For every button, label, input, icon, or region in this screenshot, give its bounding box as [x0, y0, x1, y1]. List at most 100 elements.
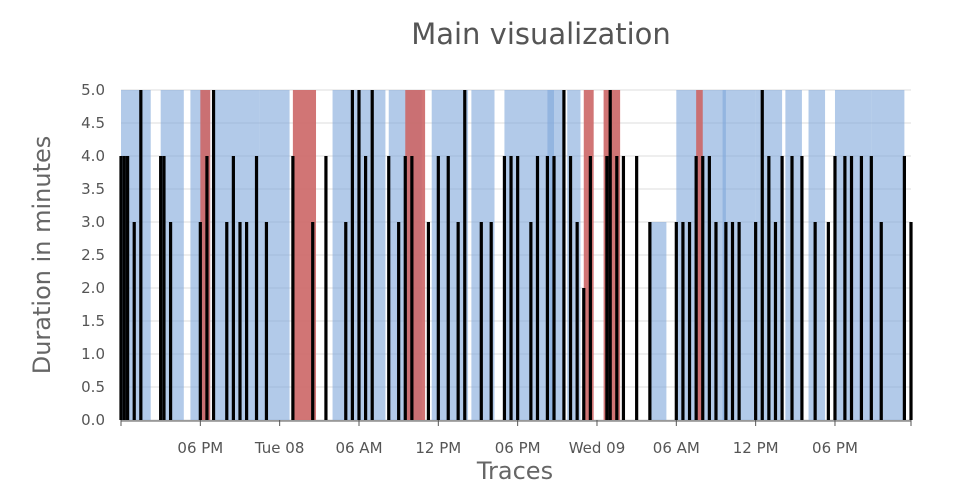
y-axis: 0.0 0.5 1.0 1.5 2.0 2.5 3.0 3.5 4.0 4.5 5.0 — [81, 81, 105, 429]
bar-blue — [121, 90, 151, 420]
bar-blue — [259, 90, 290, 420]
bar-black — [350, 90, 354, 420]
x-tick-label: 06 PM — [177, 439, 223, 457]
bar-black — [605, 156, 609, 420]
bar-black — [869, 156, 873, 420]
bar-black — [168, 222, 173, 420]
y-tick-label: 1.0 — [81, 345, 105, 363]
bar-black — [225, 222, 229, 420]
bar-black — [545, 156, 550, 420]
bar-black — [357, 90, 361, 420]
plot-area — [119, 89, 913, 421]
bar-black — [674, 222, 678, 420]
bar-black — [456, 222, 460, 420]
y-tick-label: 5.0 — [81, 81, 105, 99]
bar-black — [879, 222, 883, 420]
bar-black — [575, 222, 579, 420]
x-tick-label: 06 AM — [335, 439, 382, 457]
bar-black — [291, 156, 295, 420]
x-axis: 06 PM Tue 08 06 AM 12 PM 06 PM Wed 09 06 AM 12 … — [120, 420, 912, 457]
bar-black — [238, 222, 242, 420]
bar-black — [463, 90, 467, 420]
bar-black — [245, 222, 249, 420]
y-tick-label: 3.0 — [81, 213, 105, 231]
x-tick-label: Wed 09 — [569, 439, 626, 457]
bar-black — [714, 222, 718, 420]
bar-black — [615, 156, 619, 420]
bar-black — [813, 222, 817, 420]
bar-black — [159, 156, 163, 420]
bar-red — [405, 90, 426, 420]
bar-black — [635, 156, 639, 420]
bar-blue — [834, 90, 872, 420]
bar-black — [516, 156, 520, 420]
bar-black — [724, 222, 728, 420]
bar-black — [608, 90, 612, 420]
bar-black — [552, 156, 556, 420]
bar-black — [826, 222, 830, 420]
y-tick-label: 2.5 — [81, 246, 105, 264]
x-tick-label: Tue 08 — [254, 439, 304, 457]
bar-blue — [871, 90, 905, 420]
bar-blue — [547, 90, 564, 420]
bar-black — [648, 222, 652, 420]
bar-blue — [785, 90, 802, 420]
bar-black — [410, 156, 414, 420]
bar-black — [681, 222, 685, 420]
bar-black — [426, 222, 431, 420]
bar-black — [767, 156, 771, 420]
bar-black — [773, 222, 778, 420]
bar-black — [780, 156, 784, 420]
bar-black — [529, 222, 533, 420]
bar-black — [730, 222, 735, 420]
bar-red — [292, 90, 317, 420]
bar-black — [489, 222, 493, 420]
bar-black — [198, 222, 202, 420]
bar-black — [254, 156, 259, 420]
bar-black — [139, 90, 143, 420]
bar-blue — [160, 90, 184, 420]
bar-blue — [471, 90, 495, 420]
bar-black — [701, 156, 705, 420]
bar-black — [211, 90, 216, 420]
bar-black — [122, 156, 126, 420]
x-tick-label: 12 PM — [415, 439, 461, 457]
bar-black — [582, 288, 586, 420]
bar-black — [790, 156, 794, 420]
bar-blue — [649, 222, 667, 420]
bar-black — [694, 156, 698, 420]
bar-black — [344, 222, 348, 420]
y-tick-label: 1.5 — [81, 312, 105, 330]
y-tick-label: 4.5 — [81, 114, 105, 132]
x-tick-label: 12 PM — [733, 439, 779, 457]
bar-black — [370, 90, 374, 420]
bar-black — [902, 156, 906, 420]
x-axis-title: Traces — [476, 457, 553, 485]
bar-black — [397, 222, 401, 420]
bar-blue — [213, 90, 260, 420]
bar-black — [843, 156, 847, 420]
y-axis-title: Duration in minutes — [28, 136, 56, 375]
bar-black — [436, 156, 440, 420]
chart-title: Main visualization — [411, 17, 671, 51]
bar-black — [231, 156, 235, 420]
bar-black — [387, 156, 391, 420]
y-tick-label: 2.0 — [81, 279, 105, 297]
x-tick-label: 06 PM — [812, 439, 858, 457]
bar-blue — [504, 90, 555, 420]
bar-black — [119, 156, 123, 420]
y-tick-label: 4.0 — [81, 147, 105, 165]
bar-black — [849, 156, 854, 420]
bar-black — [535, 156, 540, 420]
bar-black — [324, 156, 328, 420]
bar-black — [264, 222, 269, 420]
bar-black — [760, 90, 764, 420]
bar-black — [800, 156, 804, 420]
bar-black — [562, 90, 566, 420]
x-tick-label: 06 PM — [495, 439, 541, 457]
y-tick-label: 0.0 — [81, 411, 105, 429]
bar-red — [200, 90, 211, 420]
bar-black — [707, 156, 711, 420]
bar-black — [621, 156, 626, 420]
